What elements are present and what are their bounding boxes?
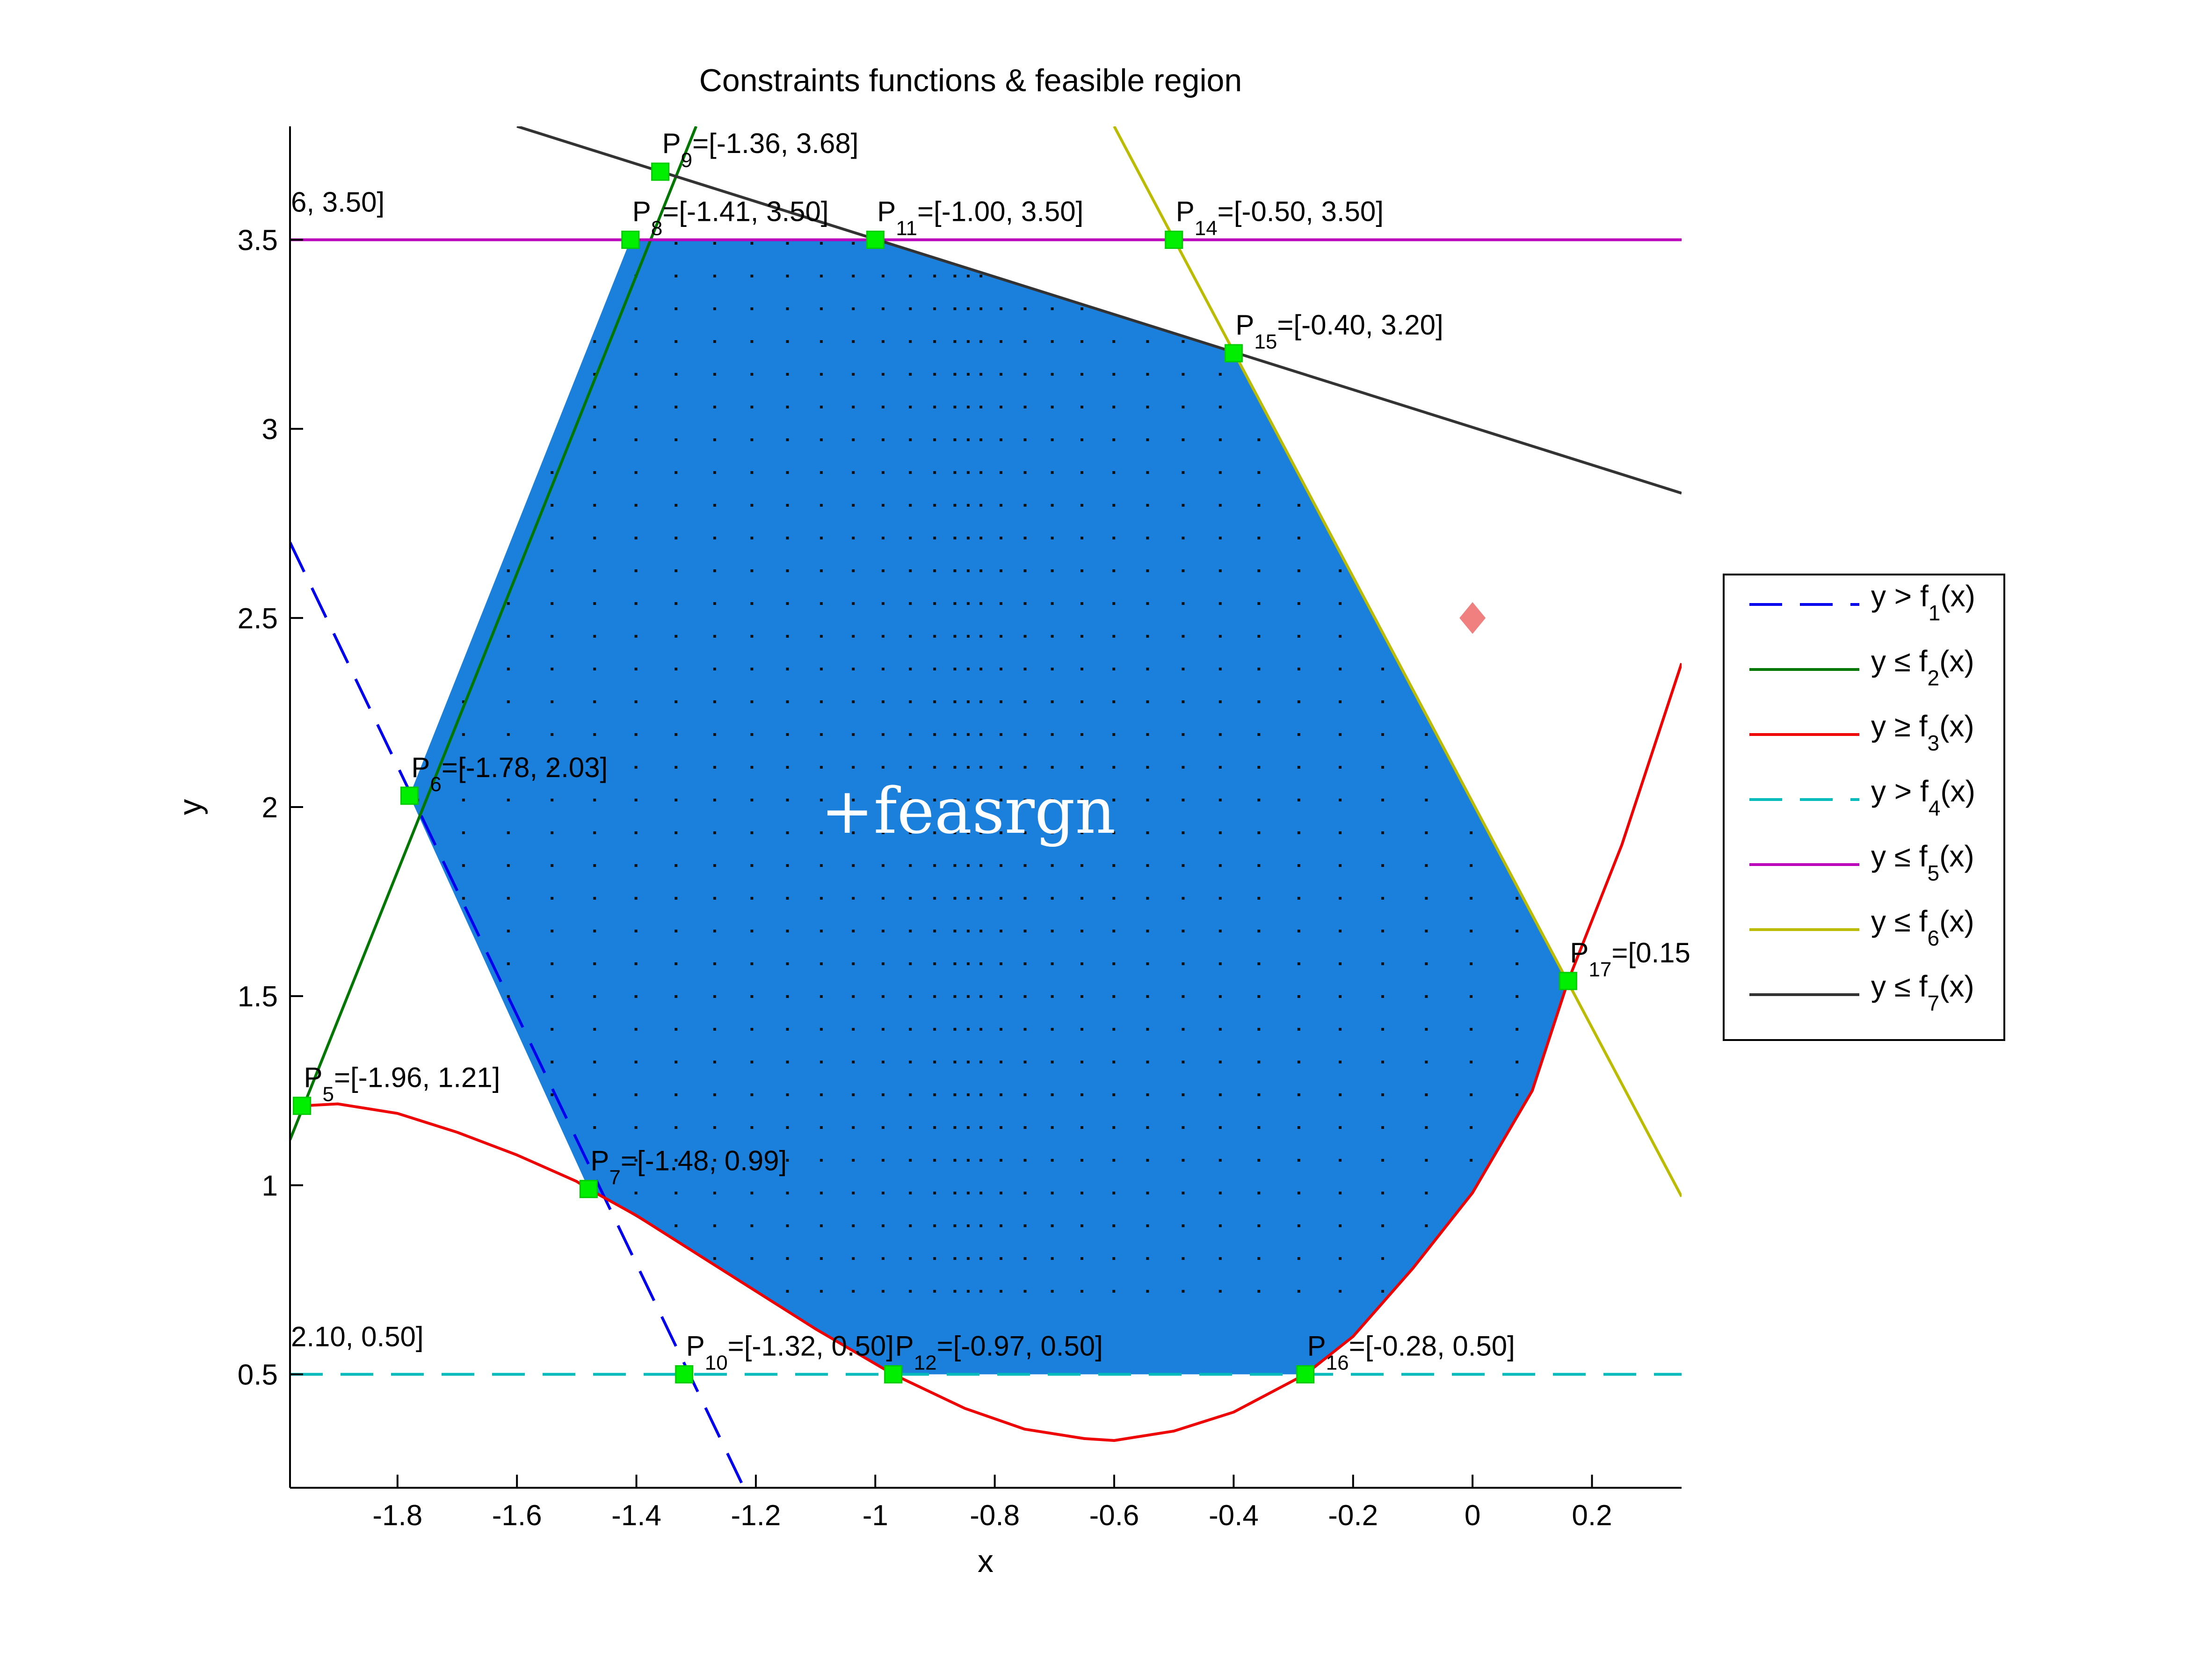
intersection-point-p15 bbox=[1224, 344, 1243, 363]
intersection-point-p8 bbox=[621, 231, 640, 249]
intersection-point-p14 bbox=[1165, 231, 1183, 249]
point-label-p9: P9=[-1.36, 3.68] bbox=[662, 128, 859, 172]
point-label-p5: P5=[-1.96, 1.21] bbox=[304, 1062, 500, 1106]
edge-point-label-2: 2.10, 0.50] bbox=[291, 1321, 424, 1353]
y-tick-label: 1 bbox=[262, 1170, 278, 1202]
x-tick-label: -1.2 bbox=[731, 1499, 781, 1532]
watermark: +feasrgn bbox=[821, 774, 1116, 848]
point-label-p14: P14=[-0.50, 3.50] bbox=[1176, 196, 1384, 240]
plot-area bbox=[290, 126, 1682, 1488]
x-tick-label: -1 bbox=[863, 1499, 888, 1532]
edge-point-label-1: 6, 3.50] bbox=[291, 187, 384, 218]
y-tick-label: 2.5 bbox=[238, 603, 278, 635]
constraint-line-f6 bbox=[1113, 126, 1682, 1198]
x-tick-label: -0.8 bbox=[970, 1499, 1020, 1532]
point-label-p6: P6=[-1.78, 2.03] bbox=[411, 752, 608, 796]
intersection-point-p11 bbox=[866, 231, 885, 249]
chart-title: Constraints functions & feasible region bbox=[699, 63, 1242, 98]
y-tick-label: 3.5 bbox=[238, 225, 278, 257]
feasible-region-area bbox=[409, 240, 1568, 1375]
marker-diamond bbox=[1459, 602, 1486, 634]
point-label-p16: P16=[-0.28, 0.50] bbox=[1307, 1331, 1515, 1375]
intersection-point-p17 bbox=[1559, 972, 1577, 990]
intersection-point-p10 bbox=[675, 1365, 694, 1383]
intersection-point-p5 bbox=[293, 1097, 311, 1115]
constraint-line-f1 bbox=[290, 541, 746, 1488]
point-label-p15: P15=[-0.40, 3.20] bbox=[1235, 309, 1443, 353]
intersection-point-p7 bbox=[579, 1179, 598, 1198]
legend-label-f3: y ≥ f3(x) bbox=[1871, 709, 1974, 755]
legend: y > f1(x) y ≤ f2(x) y ≥ f3(x) y > f4(x) y ≤ … bbox=[1723, 574, 2005, 1041]
x-tick-label: 0.2 bbox=[1572, 1499, 1612, 1532]
point-label-p11: P11=[-1.00, 3.50] bbox=[877, 196, 1083, 240]
point-label-p7: P7=[-1.48, 0.99] bbox=[590, 1145, 787, 1189]
legend-label-f1: y > f1(x) bbox=[1871, 579, 1975, 625]
constraint-line-f7 bbox=[516, 126, 1682, 495]
y-tick-label: 1.5 bbox=[238, 981, 278, 1013]
intersection-point-p12 bbox=[884, 1365, 903, 1383]
point-label-p10: P10=[-1.32, 0.50] bbox=[686, 1331, 894, 1375]
intersection-point-p16 bbox=[1296, 1365, 1315, 1383]
legend-label-f5: y ≤ f5(x) bbox=[1871, 839, 1974, 885]
x-tick-label: -0.2 bbox=[1328, 1499, 1378, 1532]
legend-label-f7: y ≤ f7(x) bbox=[1871, 969, 1974, 1015]
intersection-point-p6 bbox=[400, 786, 419, 805]
x-tick-label: -1.8 bbox=[372, 1499, 422, 1532]
y-axis-label: y bbox=[173, 799, 208, 815]
legend-box bbox=[1723, 574, 2005, 1041]
y-tick-label: 2 bbox=[262, 792, 278, 824]
x-tick-label: -0.6 bbox=[1089, 1499, 1139, 1532]
legend-label-f4: y > f4(x) bbox=[1871, 774, 1975, 820]
feasible-sample-dots bbox=[416, 242, 1519, 1293]
x-tick-label: -0.4 bbox=[1209, 1499, 1259, 1532]
point-label-p17: P17=[0.15 bbox=[1570, 937, 1690, 981]
intersection-point-p9 bbox=[651, 162, 670, 181]
constraint-curve-f3 bbox=[302, 662, 1682, 1442]
x-tick-label: 0 bbox=[1465, 1499, 1480, 1532]
y-tick-label: 0.5 bbox=[238, 1359, 278, 1391]
x-tick-label: -1.4 bbox=[611, 1499, 661, 1532]
x-tick-label: -1.6 bbox=[492, 1499, 542, 1532]
y-tick-label: 3 bbox=[262, 414, 278, 446]
legend-label-f6: y ≤ f6(x) bbox=[1871, 904, 1974, 950]
constraint-line-f2 bbox=[290, 126, 697, 1141]
point-label-p8: P8=[-1.41, 3.50] bbox=[632, 196, 829, 240]
point-label-p12: P12=[-0.97, 0.50] bbox=[895, 1331, 1103, 1375]
x-axis-label: x bbox=[978, 1543, 994, 1579]
legend-label-f2: y ≤ f2(x) bbox=[1871, 644, 1974, 690]
